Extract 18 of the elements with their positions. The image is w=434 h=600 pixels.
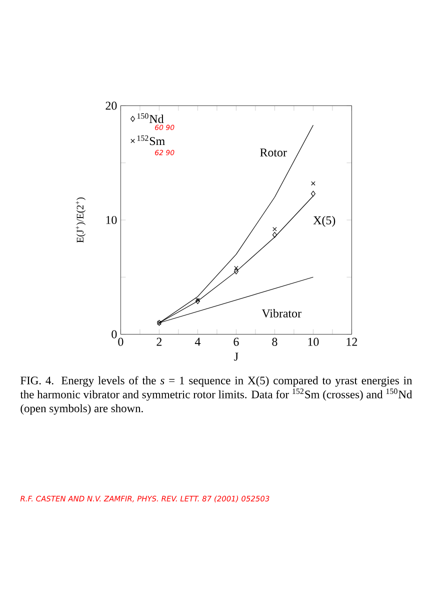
series-label: X(5) — [313, 216, 336, 227]
series-label: Vibrator — [262, 309, 302, 318]
y-tick-label: 10 — [106, 216, 117, 224]
x-axis-title: J — [234, 352, 238, 361]
y-tick-label: 0 — [112, 330, 117, 338]
legend-label: $^{152}$Sm — [137, 135, 165, 146]
legend-label: $^{150}$Nd — [137, 113, 164, 124]
x-tick-label: 2 — [156, 338, 162, 346]
x-tick-label: 6 — [234, 338, 239, 346]
x-tick-label: 8 — [272, 338, 278, 346]
x-tick-label: 4 — [194, 338, 201, 346]
x-tick-label: 0 — [118, 338, 124, 346]
text: FIG. 4. Energy levels of the s = 1 sequence in X(5) compared to yrast energies in the harmonic vibrator and symmetric rotor limits. Data for $^{152}$Sm (crosses) and $^{150}$Nd (open symbols) are shown. — [20, 376, 412, 415]
y-axis-title: E(J$^{+}$)/E(2$^{+}$) — [76, 197, 86, 243]
x-tick-label: 10 — [308, 338, 319, 346]
y-tick-label: 20 — [106, 102, 117, 110]
series-label: Rotor — [260, 148, 287, 157]
x-tick-label: 12 — [346, 338, 358, 346]
